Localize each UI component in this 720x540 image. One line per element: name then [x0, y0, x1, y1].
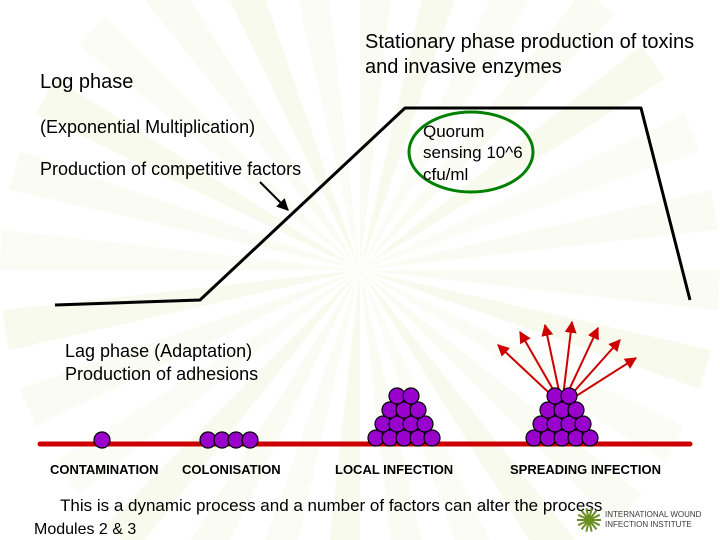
stage-label-contamination: CONTAMINATION: [50, 462, 159, 478]
lag-phase-text: Lag phase (Adaptation) Production of adh…: [65, 340, 365, 385]
exp-mult-text: (Exponential Multiplication): [40, 116, 340, 139]
stage-label-colonisation: COLONISATION: [182, 462, 281, 478]
modules-text: Modules 2 & 3: [34, 520, 234, 540]
slide-stage: { "canvas": { "w": 720, "h": 540, "bg": …: [0, 0, 720, 540]
svg-text:INFECTION INSTITUTE: INFECTION INSTITUTE: [605, 520, 692, 529]
quorum-text: Quorum sensing 10^6 cfu/ml: [423, 121, 543, 185]
log-phase-title: Log phase: [40, 70, 190, 95]
stationary-text: Stationary phase production of toxins an…: [365, 30, 705, 80]
stage-label-local-infection: LOCAL INFECTION: [335, 462, 453, 478]
prod-comp-text: Production of competitive factors: [40, 158, 360, 181]
stage-label-spreading-infection: SPREADING INFECTION: [510, 462, 661, 478]
svg-text:INTERNATIONAL WOUND: INTERNATIONAL WOUND: [605, 510, 702, 519]
